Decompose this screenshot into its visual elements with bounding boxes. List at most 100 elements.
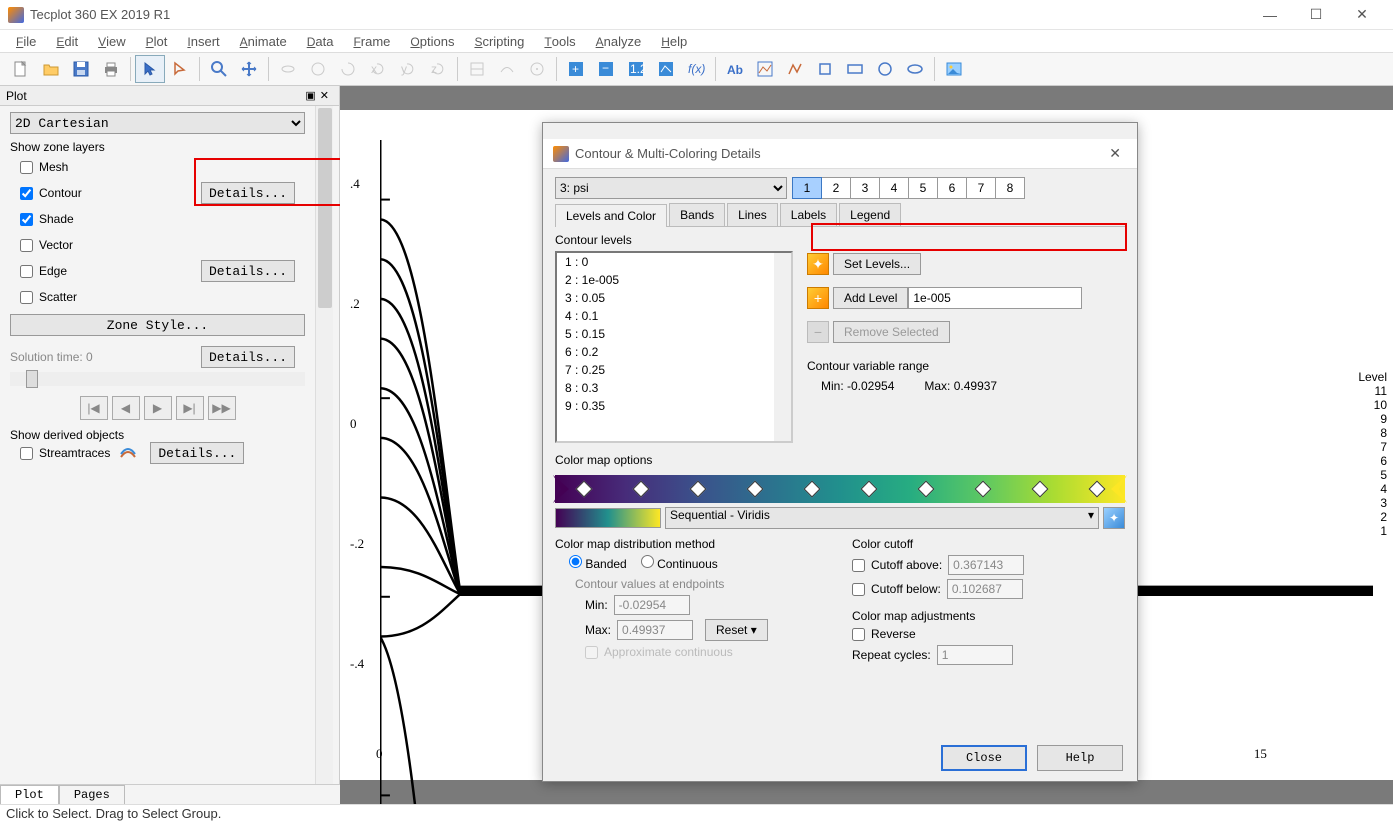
menu-help[interactable]: Help xyxy=(653,32,695,51)
menu-data[interactable]: Data xyxy=(299,32,342,51)
level-item[interactable]: 8 : 0.3 xyxy=(557,379,791,397)
layer-edge-checkbox[interactable] xyxy=(20,265,33,278)
contour-group-1[interactable]: 1 xyxy=(792,177,822,199)
reset-button[interactable]: Reset ▾ xyxy=(705,619,768,641)
colormap-handle[interactable] xyxy=(746,481,763,498)
menu-view[interactable]: View xyxy=(90,32,134,51)
twist-icon[interactable] xyxy=(333,55,363,83)
colormap-handle[interactable] xyxy=(575,481,592,498)
zoom-icon[interactable] xyxy=(204,55,234,83)
cutoff-below-input[interactable] xyxy=(947,579,1023,599)
layer-edge-details-button[interactable]: Details... xyxy=(201,260,295,282)
menu-animate[interactable]: Animate xyxy=(232,32,295,51)
cutoff-below-checkbox[interactable] xyxy=(852,583,865,596)
contour-group-2[interactable]: 2 xyxy=(821,177,851,199)
text-icon[interactable]: Ab xyxy=(720,55,750,83)
image-icon[interactable] xyxy=(939,55,969,83)
dialog-tab-labels[interactable]: Labels xyxy=(780,203,837,226)
save-icon[interactable] xyxy=(66,55,96,83)
panel-close-icon[interactable]: ✕ xyxy=(320,89,329,102)
maximize-button[interactable]: ☐ xyxy=(1293,0,1339,30)
menu-scripting[interactable]: Scripting xyxy=(466,32,532,51)
print-icon[interactable] xyxy=(96,55,126,83)
remove-selected-button[interactable]: Remove Selected xyxy=(833,321,950,343)
levels-listbox[interactable]: 1 : 02 : 1e-0053 : 0.054 : 0.15 : 0.156 … xyxy=(555,251,793,443)
level-item[interactable]: 6 : 0.2 xyxy=(557,343,791,361)
menu-analyze[interactable]: Analyze xyxy=(588,32,650,51)
repeat-cycles-input[interactable] xyxy=(937,645,1013,665)
contour-group-8[interactable]: 8 xyxy=(995,177,1025,199)
time-slider[interactable] xyxy=(10,372,305,386)
tab-plot[interactable]: Plot xyxy=(0,785,59,804)
contour-variable-select[interactable]: 3: psi xyxy=(555,177,787,199)
play-icon[interactable]: ▶ xyxy=(144,396,172,420)
contour-group-3[interactable]: 3 xyxy=(850,177,880,199)
adjustor-icon[interactable] xyxy=(165,55,195,83)
menu-insert[interactable]: Insert xyxy=(179,32,227,51)
layer-scatter-checkbox[interactable] xyxy=(20,291,33,304)
level-item[interactable]: 7 : 0.25 xyxy=(557,361,791,379)
circle-icon[interactable] xyxy=(870,55,900,83)
layer-shade-checkbox[interactable] xyxy=(20,213,33,226)
zone-style-button[interactable]: Zone Style... xyxy=(10,314,305,336)
contour-del-icon[interactable]: − xyxy=(591,55,621,83)
menu-frame[interactable]: Frame xyxy=(345,32,398,51)
set-levels-button[interactable]: Set Levels... xyxy=(833,253,921,275)
menu-file[interactable]: File xyxy=(8,32,44,51)
dialog-tab-levels-and-color[interactable]: Levels and Color xyxy=(555,204,667,227)
slice-icon[interactable] xyxy=(462,55,492,83)
plot-type-select[interactable]: 2D Cartesian xyxy=(10,112,305,134)
reverse-checkbox[interactable] xyxy=(852,628,865,641)
close-button[interactable]: ✕ xyxy=(1339,0,1385,30)
colormap-handle[interactable] xyxy=(917,481,934,498)
colormap-handle[interactable] xyxy=(974,481,991,498)
colormap-handle[interactable] xyxy=(632,481,649,498)
level-item[interactable]: 1 : 0 xyxy=(557,253,791,271)
dialog-help-button[interactable]: Help xyxy=(1037,745,1123,771)
level-item[interactable]: 2 : 1e-005 xyxy=(557,271,791,289)
level-item[interactable]: 3 : 0.05 xyxy=(557,289,791,307)
cutoff-above-checkbox[interactable] xyxy=(852,559,865,572)
square-icon[interactable] xyxy=(810,55,840,83)
minimize-button[interactable]: — xyxy=(1247,0,1293,30)
rect-icon[interactable] xyxy=(840,55,870,83)
contour-group-5[interactable]: 5 xyxy=(908,177,938,199)
translate-icon[interactable] xyxy=(234,55,264,83)
layer-contour-details-button[interactable]: Details... xyxy=(201,182,295,204)
cutoff-above-input[interactable] xyxy=(948,555,1024,575)
dialog-close-button[interactable]: Close xyxy=(941,745,1027,771)
colormap-select[interactable]: Sequential - Viridis ▾ xyxy=(665,507,1099,529)
contour-label-icon[interactable]: 1.2 xyxy=(621,55,651,83)
dialog-close-icon[interactable]: ✕ xyxy=(1103,145,1127,162)
last-frame-icon[interactable]: ▶▶ xyxy=(208,396,236,420)
menu-plot[interactable]: Plot xyxy=(138,32,176,51)
contour-group-7[interactable]: 7 xyxy=(966,177,996,199)
colormap-settings-icon[interactable]: ✦ xyxy=(1103,507,1125,529)
menu-options[interactable]: Options xyxy=(402,32,462,51)
level-item[interactable]: 4 : 0.1 xyxy=(557,307,791,325)
geom-line-icon[interactable] xyxy=(750,55,780,83)
polyline-icon[interactable] xyxy=(780,55,810,83)
continuous-radio[interactable]: Continuous xyxy=(641,555,718,571)
contour-group-6[interactable]: 6 xyxy=(937,177,967,199)
rot-z-icon[interactable]: z xyxy=(423,55,453,83)
colormap-handle[interactable] xyxy=(689,481,706,498)
dialog-tab-lines[interactable]: Lines xyxy=(727,203,778,226)
level-item[interactable]: 9 : 0.35 xyxy=(557,397,791,415)
menu-tools[interactable]: Tools xyxy=(536,32,583,51)
dialog-tab-bands[interactable]: Bands xyxy=(669,203,725,226)
prev-frame-icon[interactable]: ◀ xyxy=(112,396,140,420)
levels-scrollbar[interactable] xyxy=(774,253,791,441)
colormap-handle[interactable] xyxy=(1088,481,1105,498)
ellipse-icon[interactable] xyxy=(900,55,930,83)
colormap-handle[interactable] xyxy=(1031,481,1048,498)
rot-y-icon[interactable]: y xyxy=(393,55,423,83)
layer-vector-checkbox[interactable] xyxy=(20,239,33,252)
menu-edit[interactable]: Edit xyxy=(48,32,86,51)
colormap-bar[interactable] xyxy=(555,475,1125,503)
colormap-handle[interactable] xyxy=(803,481,820,498)
colormap-handle[interactable] xyxy=(860,481,877,498)
streamtrace-icon[interactable] xyxy=(492,55,522,83)
tab-pages[interactable]: Pages xyxy=(59,785,125,804)
streamtraces-checkbox[interactable] xyxy=(20,447,33,460)
